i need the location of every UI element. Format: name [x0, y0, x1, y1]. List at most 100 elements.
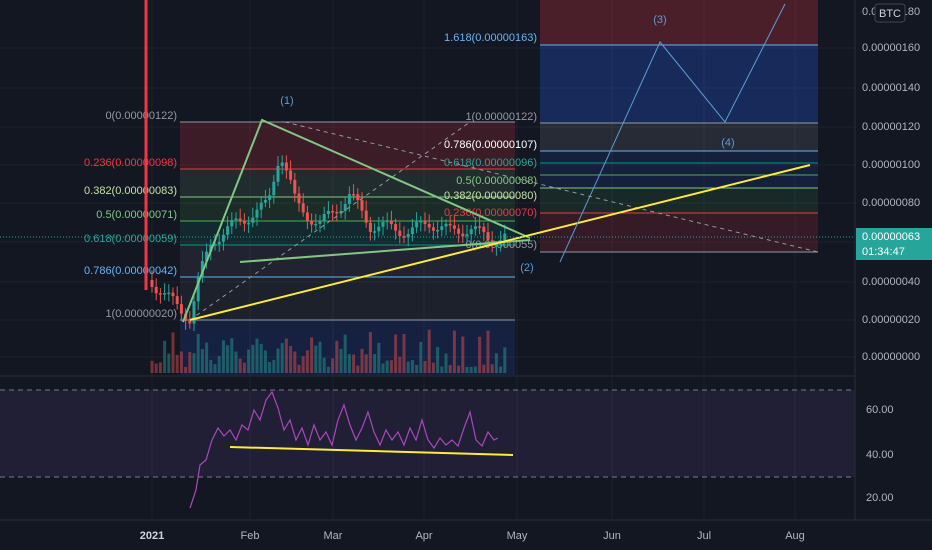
volume-bar [255, 338, 259, 373]
volume-bar [314, 345, 318, 373]
candle-body [360, 200, 364, 211]
time-label: May [507, 530, 528, 542]
fib-left-zones [180, 122, 515, 375]
candle-body [377, 226, 381, 232]
candle-body [364, 210, 368, 223]
candle-body [335, 211, 339, 214]
candle-body [196, 277, 200, 302]
candle-body [352, 194, 356, 196]
volume-bar [226, 345, 230, 373]
volume-bar [167, 353, 171, 373]
candle-body [318, 221, 322, 224]
candle-body [427, 224, 431, 228]
volume-bar [280, 343, 284, 373]
volume-bar [415, 364, 419, 373]
candle-body [272, 181, 276, 196]
rsi-axis: 60.00 40.00 20.00 [866, 404, 894, 504]
candle-body [331, 211, 335, 213]
fib-label: 0(0.00000122) [105, 110, 177, 122]
volume-bar [242, 362, 246, 373]
volume-bar [200, 349, 204, 373]
volume-bar [389, 360, 393, 373]
candle-body [465, 234, 469, 237]
fib-label: 0.236(0.00000098) [84, 157, 177, 169]
volume-bar [373, 354, 377, 373]
volume-bar [465, 366, 469, 373]
candle-body [163, 293, 167, 295]
candle-body [188, 320, 192, 324]
candle-body [385, 220, 389, 223]
volume-bar [360, 348, 364, 373]
volume-bar [163, 340, 167, 373]
rsi-line [189, 390, 499, 509]
volume-bar [205, 342, 209, 373]
volume-bar [179, 351, 183, 373]
volume-bar [184, 366, 188, 373]
rsi-label: 60.00 [866, 404, 894, 416]
volume-bar [343, 334, 347, 373]
time-label: Jun [603, 530, 621, 542]
candle-body [251, 217, 255, 223]
time-label: Jul [697, 530, 711, 542]
price-label: 0.00000000 [862, 351, 920, 363]
price-axis: 0.00000180 0.00000160 0.00000140 0.00000… [862, 6, 920, 363]
volume-bar [381, 363, 385, 373]
volume-bar [461, 336, 465, 373]
price-label: 0.00000140 [862, 82, 920, 94]
volume-bar [150, 360, 154, 373]
candle-body [289, 170, 293, 180]
price-label: 0.00000120 [862, 121, 920, 133]
candle-body [154, 286, 158, 294]
candle-body [444, 223, 448, 227]
countdown: 01:34:47 [862, 246, 905, 258]
volume-bar [230, 338, 234, 373]
volume-bar [339, 348, 343, 373]
candle-body [226, 226, 230, 235]
symbol-badge[interactable] [874, 3, 906, 23]
candle-body [469, 229, 473, 235]
fib-label: 1.618(0.00000163) [444, 32, 537, 44]
volume-bar [158, 362, 162, 373]
candle-body [368, 222, 372, 232]
volume-bar [310, 337, 314, 373]
grid [0, 0, 855, 520]
volume-bar [482, 364, 486, 373]
fib-right-zones [540, 0, 818, 252]
volume-bar [326, 366, 330, 373]
volume-bar [221, 340, 225, 373]
candle-body [339, 210, 343, 214]
wave-label: (4) [721, 137, 734, 149]
volume-bar [276, 348, 280, 373]
candle-body [247, 222, 251, 225]
time-label: Feb [241, 530, 260, 542]
candle-body [356, 194, 360, 201]
candle-body [171, 292, 175, 297]
volume-bar [234, 351, 238, 373]
price-label: 0.00000160 [862, 42, 920, 54]
candle-body [293, 179, 297, 194]
volume-bar [251, 344, 255, 373]
candle-body [440, 226, 444, 230]
candle-body [301, 203, 305, 213]
volume [150, 329, 507, 373]
candle-body [423, 221, 427, 225]
candle-body [268, 195, 272, 200]
candles [150, 155, 507, 331]
candle-body [314, 223, 318, 226]
volume-bar [402, 334, 406, 373]
volume-bar [272, 359, 276, 373]
candle-body [431, 227, 435, 231]
candle-body [297, 193, 301, 204]
fib-label: 0.382(0.00000080) [444, 190, 537, 202]
fib-label: 1(0.00000122) [465, 111, 537, 123]
volume-bar [490, 364, 494, 373]
time-label: 2021 [140, 530, 164, 542]
symbol: BTC [879, 8, 901, 20]
fib-label: 0.618(0.00000096) [444, 157, 537, 169]
candle-body [457, 228, 461, 234]
volume-bar [377, 342, 381, 373]
fib-label: 0.382(0.00000083) [84, 185, 177, 197]
candle-body [478, 226, 482, 228]
candle-body [373, 231, 377, 233]
rsi-band [0, 390, 855, 477]
